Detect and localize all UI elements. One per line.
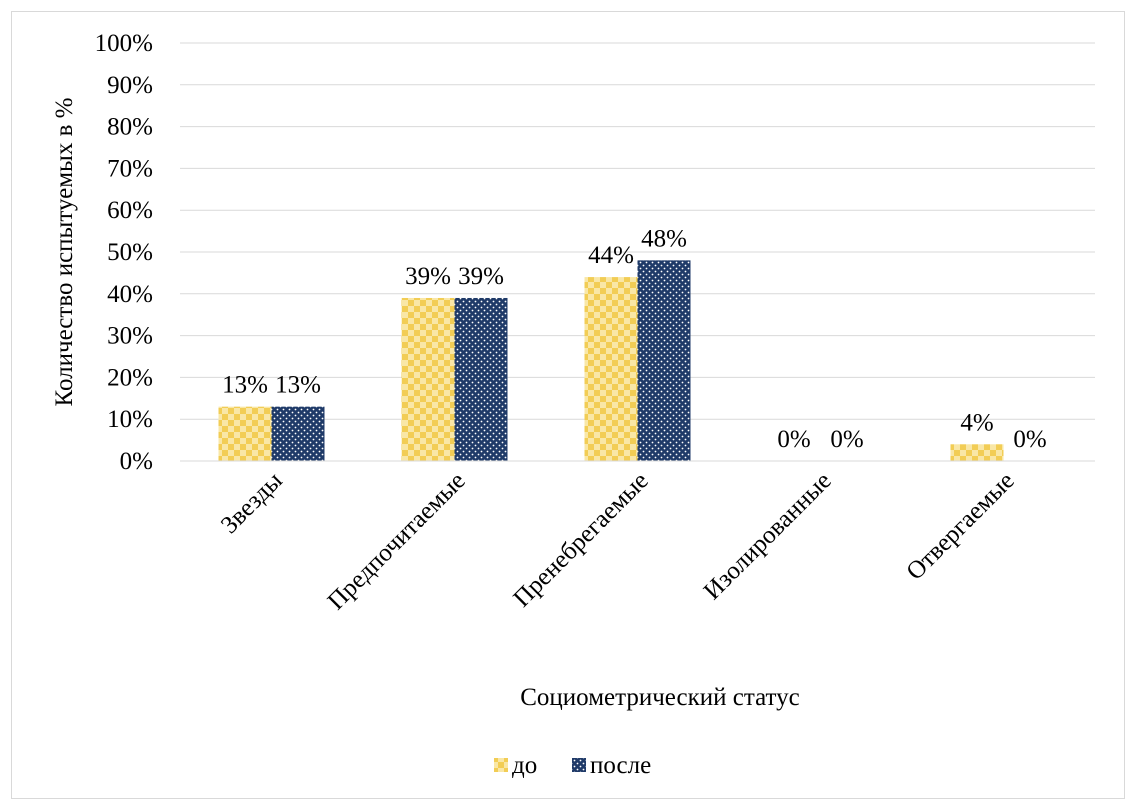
data-label: 44% [588,242,634,269]
y-tick-label: 40% [107,281,153,308]
bar-posle [271,406,325,461]
y-tick-label: 70% [107,155,153,182]
y-tick-label: 20% [107,364,153,391]
bar-do [218,406,272,461]
y-tick-label: 30% [107,323,153,350]
data-label: 0% [830,426,863,453]
bar-do [950,444,1004,461]
data-label: 13% [222,372,268,399]
bar-posle [637,260,691,461]
x-tick-label: Звезды [216,467,288,539]
y-tick-label: 90% [107,72,153,99]
x-axis-ticks: Звезды Предпочитаемые Пренебрегаемые Изолир… [216,467,1020,615]
legend-swatch [572,758,586,772]
data-label: 0% [1013,426,1046,453]
data-label: 39% [458,263,504,290]
x-tick-label: Отвергаемые [901,467,1019,585]
x-tick-label: Пренебрегаемые [508,467,653,612]
data-label: 0% [777,426,810,453]
chart-frame [11,11,1125,799]
y-tick-label: 60% [107,197,153,224]
x-tick-label: Предпочитаемые [323,467,471,615]
gridlines [180,42,1095,420]
bar-do [401,297,455,461]
data-label: 4% [960,409,993,436]
data-label: 48% [641,225,687,252]
bar-do [584,277,638,461]
y-axis-title: Количество испытуемых в % [51,98,78,407]
x-axis-title: Социометрический статус [520,684,800,711]
legend-label: до [512,752,537,779]
data-label: 39% [405,263,451,290]
x-tick-label: Изолированные [699,467,837,605]
legend: до после [494,752,651,779]
y-axis-ticks: 0% 10% 20% 30% 40% 50% 60% 70% 80% 90% 100% [95,30,153,475]
legend-label: после [590,752,651,779]
legend-swatch [494,758,508,772]
y-tick-label: 0% [120,448,153,475]
bars [218,260,1004,461]
y-tick-label: 100% [95,30,153,57]
y-tick-label: 10% [107,406,153,433]
data-label: 13% [275,372,321,399]
y-tick-label: 80% [107,114,153,141]
y-tick-label: 50% [107,239,153,266]
data-labels: 13% 13% 39% 39% 44% 48% 0% 0% 4% 0% [222,225,1047,453]
bar-posle [454,297,508,461]
